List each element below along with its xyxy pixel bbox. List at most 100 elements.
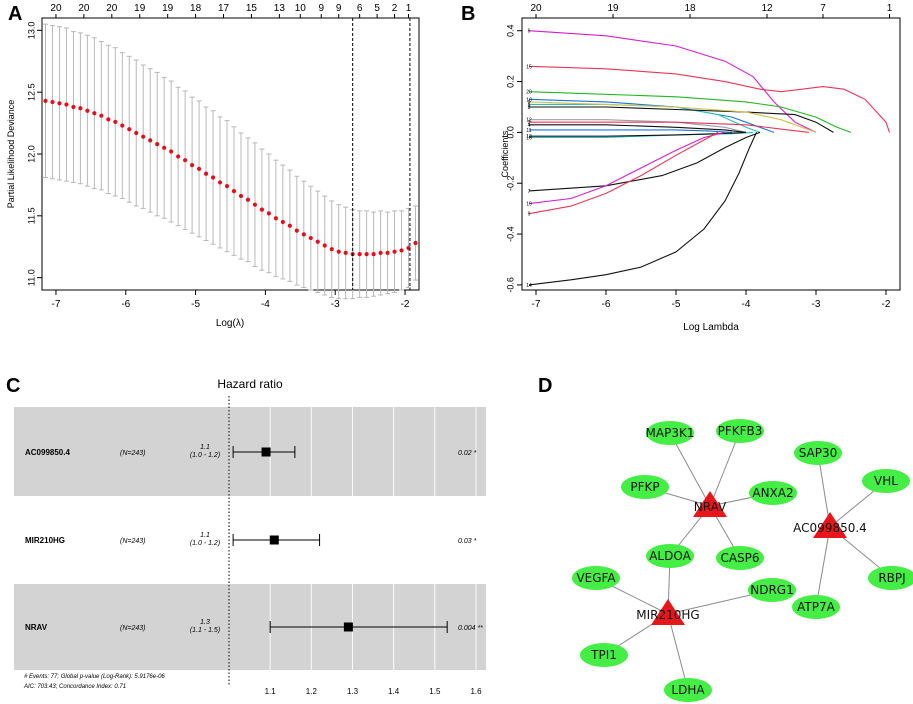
row-ci: (1.0 - 1.2) xyxy=(190,540,220,547)
row-n: (N=243) xyxy=(120,538,145,545)
coefficient-path xyxy=(528,132,757,286)
row-variable: NRAV xyxy=(25,623,48,632)
deviance-point xyxy=(78,106,83,111)
gene-node: ANXA2 xyxy=(749,481,797,505)
deviance-point xyxy=(413,240,418,246)
row-hr: 1.1 xyxy=(200,532,210,539)
gene-node-shape xyxy=(862,469,910,493)
top-tick-label: 17 xyxy=(218,3,230,14)
gene-node-shape xyxy=(621,475,669,499)
path-label: 6 xyxy=(528,29,531,35)
forest-row: NRAV (N=243) 1.3(1.1 - 1.5) 0.004 ** xyxy=(25,619,483,634)
x-tick-label: -5 xyxy=(672,299,681,310)
plot-frame xyxy=(521,17,901,291)
top-tick-label: 6 xyxy=(357,3,363,14)
row-p-value: 0.02 * xyxy=(458,450,477,457)
top-tick-label: 15 xyxy=(246,3,258,14)
lncrna-hub-node: MIR210HG xyxy=(636,599,700,625)
footer-aic: AIC: 703.43; Concordance Index: 0.71 xyxy=(23,684,126,690)
deviance-point xyxy=(106,117,111,122)
gene-node-label: PFKFB3 xyxy=(718,424,763,438)
coefficient-path xyxy=(528,65,891,133)
deviance-point xyxy=(85,108,90,113)
footer-events: # Events: 77; Global p-value (Log-Rank):… xyxy=(24,674,165,680)
top-tick-label: 9 xyxy=(336,3,342,14)
hub-triangle xyxy=(693,491,727,517)
path-label: 10 xyxy=(526,97,532,103)
gene-node: TPI1 xyxy=(580,643,628,667)
deviance-point xyxy=(155,142,160,147)
x-tick-label: 1.3 xyxy=(347,687,359,696)
forest-row: AC099850.4 (N=243) 1.1(1.0 - 1.2) 0.02 * xyxy=(25,444,477,459)
gene-node-shape xyxy=(792,595,840,619)
gene-node-shape xyxy=(646,421,694,445)
deviance-point xyxy=(43,98,48,103)
x-tick-label: 1.2 xyxy=(306,687,318,696)
deviance-point xyxy=(399,248,404,253)
row-hr: 1.1 xyxy=(200,444,210,451)
top-tick-label: 2 xyxy=(392,3,398,14)
deviance-point xyxy=(57,101,62,106)
top-tick-label: 5 xyxy=(374,3,380,14)
top-tick-label: 20 xyxy=(78,3,90,14)
x-tick-label: -3 xyxy=(331,299,340,310)
panel-letter-a: A xyxy=(8,3,22,25)
x-axis-label: Log Lambda xyxy=(683,322,739,333)
x-tick-label: 1.5 xyxy=(429,687,441,696)
top-tick-label: 20 xyxy=(106,3,118,14)
path-label: 5 xyxy=(528,102,531,108)
path-label: 13 xyxy=(526,134,532,140)
y-tick-label: 0.4 xyxy=(505,24,515,37)
deviance-point xyxy=(120,123,125,128)
deviance-point xyxy=(162,145,167,150)
deviance-point xyxy=(203,171,209,176)
x-tick-label: -2 xyxy=(401,299,410,310)
deviance-point xyxy=(308,235,313,241)
top-tick-label: 1 xyxy=(887,3,893,14)
gene-node-shape xyxy=(580,643,628,667)
error-bars xyxy=(42,23,419,300)
gene-node-label: ATP7A xyxy=(797,600,835,614)
gene-node: NDRG1 xyxy=(748,578,796,602)
row-ci: (1.0 - 1.2) xyxy=(190,452,220,459)
row-p-value: 0.03 * xyxy=(458,538,477,545)
gene-node-shape xyxy=(716,546,764,570)
y-tick-label: -0.2 xyxy=(505,175,515,191)
coefficient-path xyxy=(528,131,719,215)
forest-title: Hazard ratio xyxy=(217,377,283,391)
x-tick-label: -2 xyxy=(882,299,891,310)
deviance-point xyxy=(252,202,258,207)
coefficient-path xyxy=(529,121,810,133)
gene-node-label: ANXA2 xyxy=(752,486,793,500)
row-n: (N=243) xyxy=(120,450,145,457)
gene-node-label: SAP30 xyxy=(799,446,838,460)
path-label: 2 xyxy=(528,120,531,126)
x-axis-ticks: -7 -6 -5 -4 -3 -2 xyxy=(52,290,410,310)
network-edge xyxy=(669,432,711,507)
deviance-point xyxy=(141,134,146,139)
x-tick-label: -6 xyxy=(602,299,611,310)
deviance-point xyxy=(224,184,230,189)
gene-node: VHL xyxy=(862,469,910,493)
deviance-point xyxy=(315,239,320,244)
panel-c-forest-plot: Hazard ratio AC099850.4 (N=243)1.1(1.0 - … xyxy=(14,377,486,696)
deviance-point xyxy=(231,188,237,194)
panel-letter-c: C xyxy=(6,375,20,397)
gene-node: SAP30 xyxy=(794,441,842,465)
gene-node: MAP3K1 xyxy=(646,421,694,445)
coefficient-path xyxy=(529,129,733,133)
x-tick-label: 1.4 xyxy=(388,687,400,696)
y-tick-label: 13.0 xyxy=(26,22,36,40)
y-tick-label: 12.5 xyxy=(26,83,36,101)
top-tick-label: 19 xyxy=(134,3,146,14)
deviance-point xyxy=(71,104,76,110)
x-axis-ticks: -7 -6 -5 -4 -3 -2 xyxy=(532,290,891,310)
path-label: 3 xyxy=(528,100,531,106)
deviance-point xyxy=(301,232,306,237)
y-tick-label: 0.2 xyxy=(505,75,515,88)
gene-node-shape xyxy=(749,481,797,505)
y-axis-ticks: -0.6 -0.4 -0.2 0.0 0.2 0.4 xyxy=(505,24,522,293)
gene-node-shape xyxy=(794,441,842,465)
forest-rows: AC099850.4 (N=243)1.1(1.0 - 1.2) 0.02 *MIR… xyxy=(25,444,483,634)
